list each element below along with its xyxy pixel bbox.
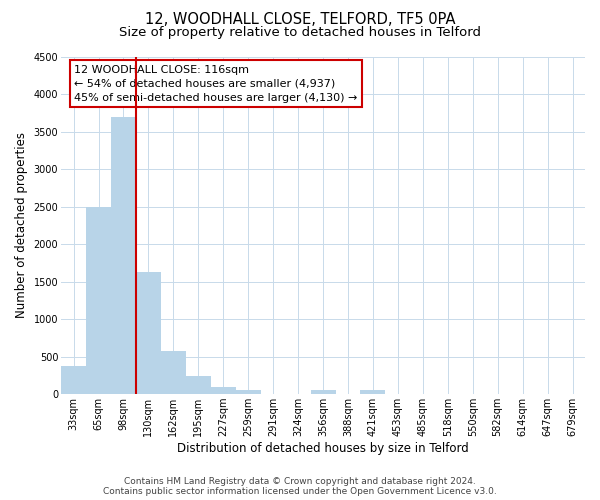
Text: 12, WOODHALL CLOSE, TELFORD, TF5 0PA: 12, WOODHALL CLOSE, TELFORD, TF5 0PA [145, 12, 455, 28]
Bar [61, 366, 86, 394]
Bar [86, 206, 111, 394]
X-axis label: Distribution of detached houses by size in Telford: Distribution of detached houses by size … [177, 442, 469, 455]
Bar [136, 272, 161, 394]
Y-axis label: Number of detached properties: Number of detached properties [15, 132, 28, 318]
Bar [161, 350, 186, 394]
Bar [111, 116, 136, 394]
Bar [361, 390, 385, 394]
Text: Contains HM Land Registry data © Crown copyright and database right 2024.
Contai: Contains HM Land Registry data © Crown c… [103, 476, 497, 496]
Text: 12 WOODHALL CLOSE: 116sqm
← 54% of detached houses are smaller (4,937)
45% of se: 12 WOODHALL CLOSE: 116sqm ← 54% of detac… [74, 65, 358, 103]
Bar [211, 386, 236, 394]
Bar [186, 376, 211, 394]
Bar [311, 390, 335, 394]
Bar [236, 390, 260, 394]
Text: Size of property relative to detached houses in Telford: Size of property relative to detached ho… [119, 26, 481, 39]
